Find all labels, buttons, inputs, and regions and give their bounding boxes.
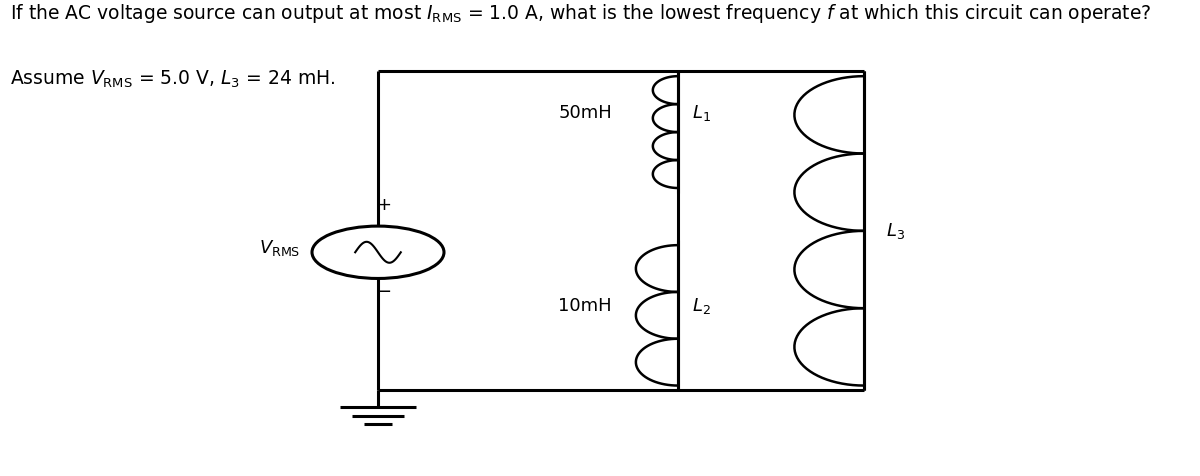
Text: 10mH: 10mH [558,297,612,315]
Text: +: + [377,196,391,214]
Text: −: − [377,283,391,301]
Text: If the AC voltage source can output at most $I_\mathrm{RMS}$ = 1.0 A, what is th: If the AC voltage source can output at m… [10,2,1151,25]
Text: 50mH: 50mH [558,104,612,122]
Text: $L_2$: $L_2$ [692,296,712,316]
Text: Assume $V_\mathrm{RMS}$ = 5.0 V, $L_3$ = 24 mH.: Assume $V_\mathrm{RMS}$ = 5.0 V, $L_3$ =… [10,69,335,90]
Text: $L_1$: $L_1$ [692,103,712,123]
Text: $V_\mathrm{RMS}$: $V_\mathrm{RMS}$ [259,238,300,258]
Text: $L_3$: $L_3$ [886,221,905,241]
